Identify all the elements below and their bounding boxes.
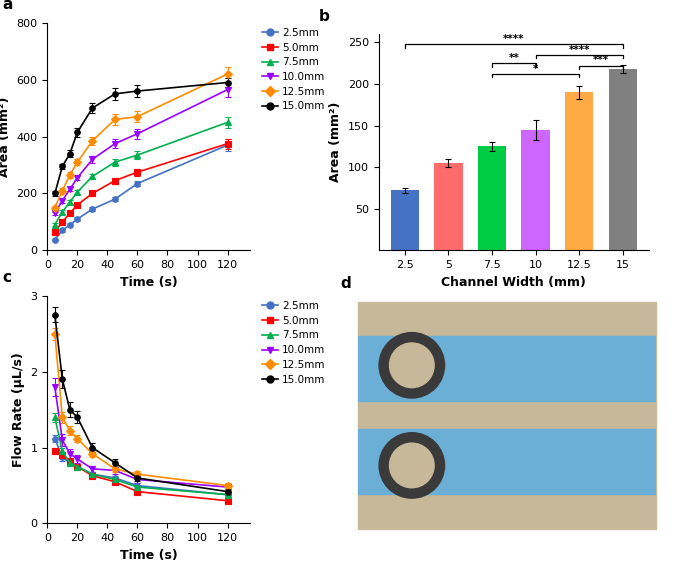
Text: ****: **** — [569, 44, 590, 55]
Legend: 2.5mm, 5.0mm, 7.5mm, 10.0mm, 12.5mm, 15.0mm: 2.5mm, 5.0mm, 7.5mm, 10.0mm, 12.5mm, 15.… — [262, 28, 325, 112]
Bar — [565, 92, 594, 250]
Ellipse shape — [379, 432, 445, 498]
Text: *: * — [533, 64, 538, 73]
X-axis label: Channel Width (mm): Channel Width (mm) — [441, 275, 586, 288]
Y-axis label: Area (mm²): Area (mm²) — [0, 96, 11, 177]
Bar — [391, 191, 419, 250]
Text: c: c — [3, 270, 11, 285]
Text: **: ** — [508, 53, 519, 63]
Bar — [478, 146, 506, 250]
Legend: 2.5mm, 5.0mm, 7.5mm, 10.0mm, 12.5mm, 15.0mm: 2.5mm, 5.0mm, 7.5mm, 10.0mm, 12.5mm, 15.… — [262, 301, 325, 385]
Text: ****: **** — [503, 34, 525, 44]
Text: d: d — [341, 276, 352, 291]
X-axis label: Time (s): Time (s) — [120, 275, 178, 288]
Y-axis label: Area (mm²): Area (mm²) — [329, 102, 342, 183]
Bar — [358, 429, 656, 494]
Text: a: a — [3, 0, 13, 12]
Bar — [434, 163, 462, 250]
X-axis label: Time (s): Time (s) — [120, 549, 178, 562]
Bar — [608, 69, 637, 250]
Y-axis label: Flow Rate (μL/s): Flow Rate (μL/s) — [12, 352, 25, 467]
Text: ***: *** — [593, 55, 609, 65]
Ellipse shape — [389, 343, 434, 387]
Bar — [358, 336, 656, 401]
Text: b: b — [319, 9, 330, 24]
Ellipse shape — [389, 443, 434, 488]
Bar — [521, 130, 550, 250]
Ellipse shape — [379, 332, 445, 398]
